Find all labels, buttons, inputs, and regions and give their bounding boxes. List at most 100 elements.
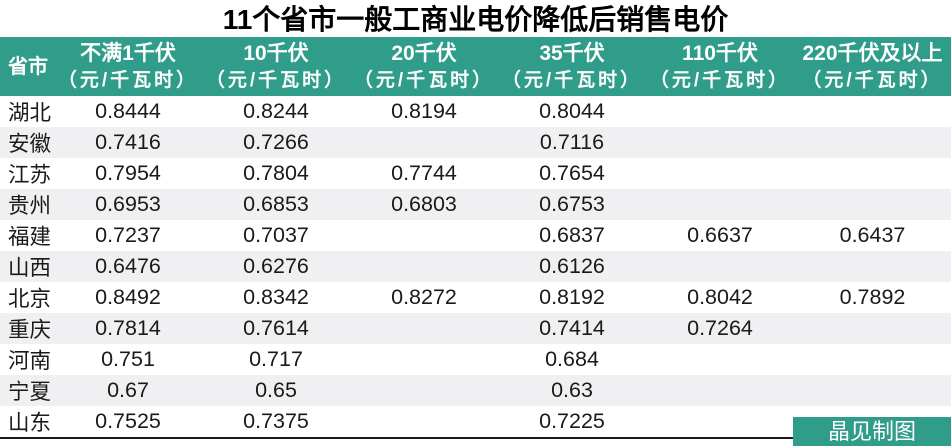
province-cell: 江苏 <box>8 163 52 187</box>
price-cell: 0.6953 <box>95 192 161 216</box>
price-cell <box>350 344 498 375</box>
price-cell <box>646 406 794 438</box>
price-cell <box>350 127 498 158</box>
price-cell <box>350 313 498 344</box>
price-cell: 0.8194 <box>391 99 457 123</box>
price-cell: 0.7116 <box>539 130 605 154</box>
price-cell: 0.717 <box>249 347 303 371</box>
price-cell <box>794 158 951 189</box>
table-row: 重庆 0.7814 0.7614 0.7414 0.7264 <box>0 313 951 344</box>
price-cell: 0.63 <box>551 378 593 402</box>
column-header-unit: （元/千瓦时） <box>57 69 199 91</box>
column-header-unit: （元/千瓦时） <box>501 69 643 91</box>
price-cell: 0.7744 <box>391 161 457 185</box>
price-cell: 0.6437 <box>839 223 906 247</box>
table-body: 湖北 0.8444 0.8244 0.8194 0.8044 安徽 0.7416… <box>0 96 951 438</box>
column-header-label: 省市 <box>8 55 48 78</box>
price-cell: 0.8272 <box>391 285 457 309</box>
province-cell: 福建 <box>8 225 52 249</box>
table-row: 江苏 0.7954 0.7804 0.7744 0.7654 <box>0 158 951 189</box>
price-cell <box>794 344 951 375</box>
province-cell: 安徽 <box>8 132 52 156</box>
column-header-label: 35千伏 <box>539 41 605 65</box>
price-cell <box>794 375 951 406</box>
price-cell: 0.7225 <box>539 409 605 433</box>
table-row: 山西 0.6476 0.6276 0.6126 <box>0 251 951 282</box>
price-cell: 0.8342 <box>243 285 309 309</box>
price-cell <box>350 375 498 406</box>
page-title: 11个省市一般工商业电价降低后销售电价 <box>222 4 729 35</box>
price-cell <box>794 189 951 220</box>
table-row: 河南 0.751 0.717 0.684 <box>0 344 951 375</box>
price-table: 省市 不满1千伏 （元/千瓦时） 10千伏 （元/千瓦时） 20千伏 （元/千瓦时） … <box>0 37 951 439</box>
table-row: 宁夏 0.67 0.65 0.63 <box>0 375 951 406</box>
province-cell: 重庆 <box>8 318 52 342</box>
price-cell: 0.751 <box>101 347 155 371</box>
province-cell: 贵州 <box>8 194 52 218</box>
price-cell: 0.8444 <box>95 99 161 123</box>
price-cell: 0.6753 <box>539 192 605 216</box>
price-cell: 0.7814 <box>95 316 161 340</box>
credit-badge: 晶见制图 <box>793 417 951 446</box>
price-cell <box>794 96 951 127</box>
price-cell <box>794 127 951 158</box>
price-cell: 0.6837 <box>539 223 605 247</box>
column-header: 220千伏及以上 （元/千瓦时） <box>794 37 951 96</box>
price-cell: 0.65 <box>255 378 297 402</box>
column-header-province: 省市 <box>0 37 54 96</box>
header-row: 省市 不满1千伏 （元/千瓦时） 10千伏 （元/千瓦时） 20千伏 （元/千瓦时） … <box>0 37 951 96</box>
column-header-label: 不满1千伏 <box>80 41 176 65</box>
price-cell: 0.7037 <box>243 223 309 247</box>
price-cell: 0.7525 <box>95 409 161 433</box>
province-cell: 山西 <box>8 256 52 280</box>
price-cell: 0.8192 <box>539 285 605 309</box>
table-row: 安徽 0.7416 0.7266 0.7116 <box>0 127 951 158</box>
price-cell: 0.684 <box>545 347 599 371</box>
price-cell <box>646 251 794 282</box>
price-cell <box>350 406 498 438</box>
table-row: 北京 0.8492 0.8342 0.8272 0.8192 0.8042 0.… <box>0 282 951 313</box>
price-cell: 0.6276 <box>243 254 309 278</box>
province-cell: 山东 <box>8 411 52 435</box>
table-row: 贵州 0.6953 0.6853 0.6803 0.6753 <box>0 189 951 220</box>
column-header: 不满1千伏 （元/千瓦时） <box>54 37 202 96</box>
column-header-unit: （元/千瓦时） <box>353 69 495 91</box>
price-cell: 0.6476 <box>95 254 161 278</box>
column-header: 110千伏 （元/千瓦时） <box>646 37 794 96</box>
price-cell: 0.6126 <box>539 254 605 278</box>
column-header-unit: （元/千瓦时） <box>649 69 791 91</box>
table-row: 山东 0.7525 0.7375 0.7225 <box>0 406 951 438</box>
price-cell <box>794 251 951 282</box>
table-header: 省市 不满1千伏 （元/千瓦时） 10千伏 （元/千瓦时） 20千伏 （元/千瓦时） … <box>0 37 951 96</box>
column-header: 10千伏 （元/千瓦时） <box>202 37 350 96</box>
price-cell: 0.7414 <box>539 316 605 340</box>
price-cell <box>646 158 794 189</box>
price-cell: 0.7416 <box>95 130 161 154</box>
column-header-unit: （元/千瓦时） <box>205 69 347 91</box>
column-header: 35千伏 （元/千瓦时） <box>498 37 646 96</box>
price-cell: 0.8492 <box>95 285 161 309</box>
table-row: 湖北 0.8444 0.8244 0.8194 0.8044 <box>0 96 951 127</box>
price-cell: 0.7954 <box>95 161 161 185</box>
price-cell: 0.6803 <box>391 192 457 216</box>
price-cell <box>646 96 794 127</box>
price-cell: 0.6853 <box>243 192 309 216</box>
price-cell: 0.67 <box>107 378 149 402</box>
column-header-label: 10千伏 <box>243 41 309 65</box>
price-cell: 0.8244 <box>243 99 309 123</box>
price-cell: 0.8044 <box>539 99 605 123</box>
price-cell: 0.7804 <box>243 161 309 185</box>
province-cell: 湖北 <box>8 101 52 125</box>
price-cell <box>646 344 794 375</box>
column-header-label: 110千伏 <box>682 41 758 65</box>
price-cell: 0.7375 <box>243 409 309 433</box>
province-cell: 河南 <box>8 349 52 373</box>
price-cell <box>646 127 794 158</box>
price-cell: 0.7237 <box>95 223 161 247</box>
price-cell <box>794 313 951 344</box>
column-header-label: 20千伏 <box>391 41 457 65</box>
price-cell: 0.7892 <box>839 285 906 309</box>
column-header-label: 220千伏及以上 <box>802 41 943 65</box>
province-cell: 北京 <box>8 287 52 311</box>
price-cell: 0.7264 <box>687 316 753 340</box>
